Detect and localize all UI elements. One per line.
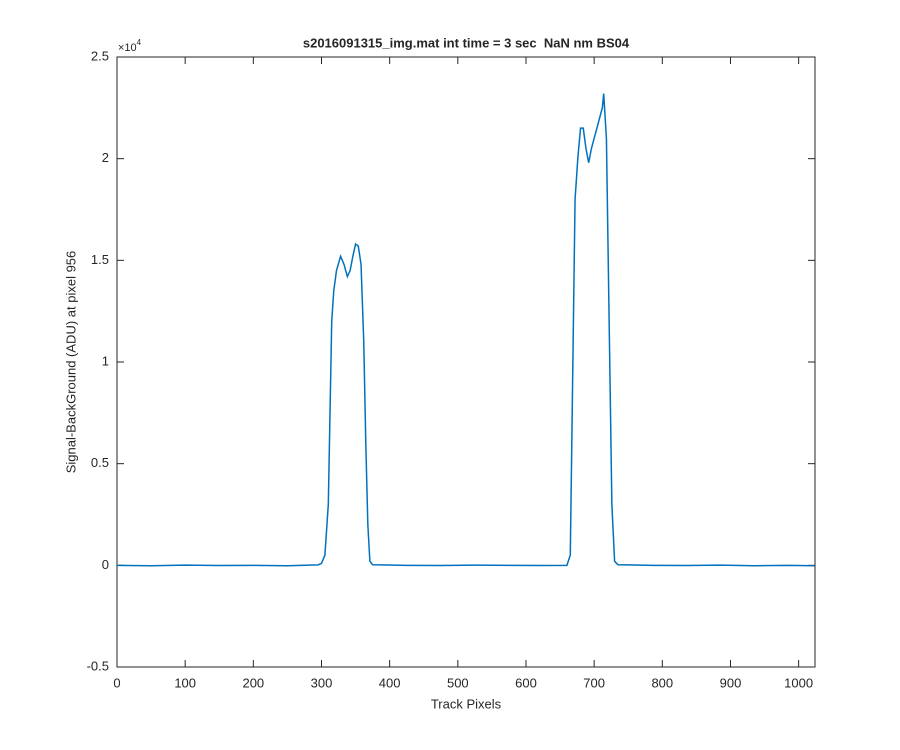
y-tick-label: 1 [102,353,109,368]
y-tick-label: -0.5 [87,658,109,673]
y-tick-label: 0.5 [91,455,109,470]
exponent-power: 4 [137,38,142,47]
y-tick-label: 0 [102,557,109,572]
x-tick-label: 0 [113,675,120,690]
x-tick-label: 500 [447,675,469,690]
x-tick-label: 300 [311,675,333,690]
data-line [116,93,815,567]
x-tick-label: 600 [515,675,537,690]
x-tick-label: 400 [379,675,401,690]
x-tick-label: 700 [583,675,605,690]
y-axis-label: Signal-BackGround (ADU) at pixel 956 [63,251,78,474]
chart-title: s2016091315_img.mat int time = 3 sec NaN… [303,35,630,50]
plot-area [116,56,816,668]
x-tick-label: 1000 [784,675,813,690]
x-tick-label: 800 [651,675,673,690]
y-exponent: ×104 [118,38,142,54]
exponent-base: ×10 [118,42,137,54]
y-tick-label: 1.5 [91,252,109,267]
x-tick-label: 200 [242,675,264,690]
y-tick-label: 2.5 [91,48,109,63]
x-tick-label: 900 [720,675,742,690]
y-tick-label: 2 [102,150,109,165]
x-axis-label: Track Pixels [431,696,502,711]
x-tick-label: 100 [174,675,196,690]
